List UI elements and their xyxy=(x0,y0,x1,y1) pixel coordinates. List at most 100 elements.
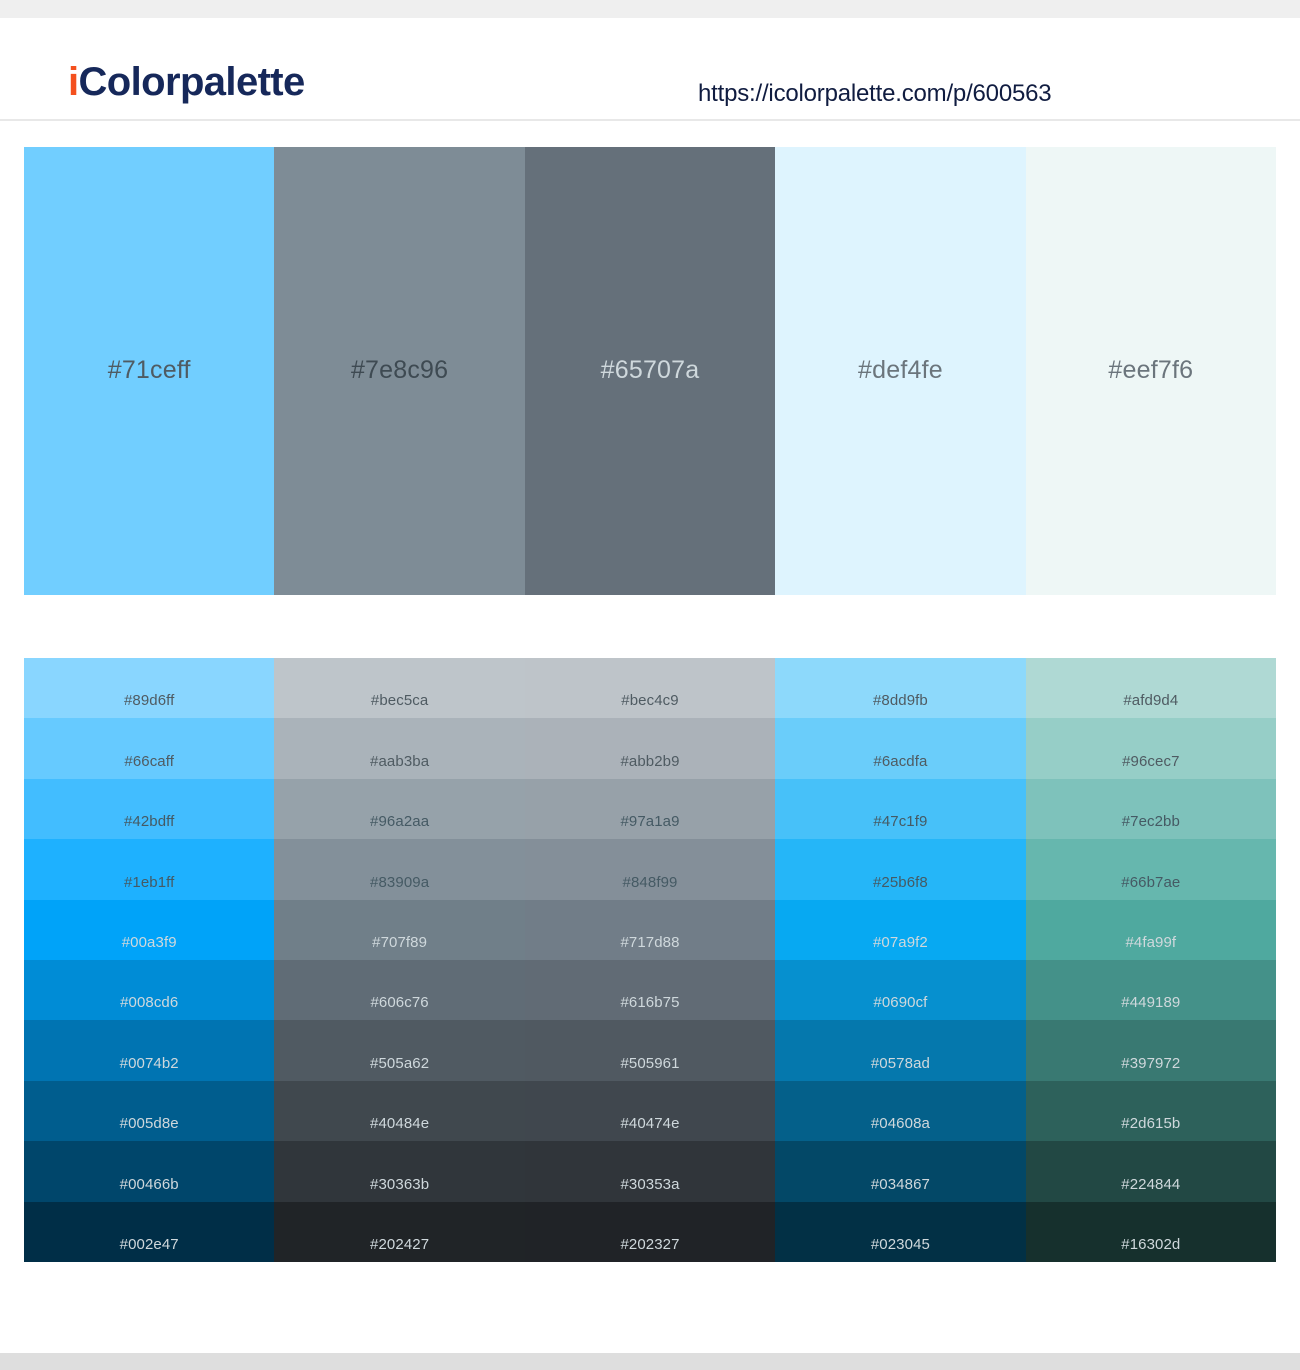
shade-cell[interactable]: #96cec7 xyxy=(1025,718,1277,779)
page-url: https://icolorpalette.com/p/600563 xyxy=(698,80,1052,107)
shade-cell[interactable]: #397972 xyxy=(1025,1020,1277,1081)
shade-cell[interactable]: #002e47 xyxy=(24,1201,275,1263)
shade-cell-label: #96a2aa xyxy=(370,813,430,831)
footer-bar xyxy=(0,1353,1300,1370)
shade-cell[interactable]: #4fa99f xyxy=(1025,899,1277,961)
color-swatch[interactable]: #def4fe xyxy=(775,147,1026,595)
shade-cell-label: #aab3ba xyxy=(370,752,430,770)
color-swatch[interactable]: #eef7f6 xyxy=(1025,147,1277,595)
color-swatch[interactable]: #7e8c96 xyxy=(274,147,525,595)
shade-cell[interactable]: #42bdff xyxy=(24,778,275,840)
shade-row: #1eb1ff #83909a #848f99 #25b6f8 #66b7ae xyxy=(24,839,1277,900)
shade-cell-label: #97a1a9 xyxy=(620,813,680,831)
shade-cell-label: #47c1f9 xyxy=(873,813,928,831)
shade-cell[interactable]: #202427 xyxy=(274,1201,525,1263)
shade-cell-label: #40484e xyxy=(370,1115,430,1133)
shade-cell-label: #1eb1ff xyxy=(123,873,175,891)
shade-cell[interactable]: #2d615b xyxy=(1025,1080,1277,1142)
shade-row: #66caff #aab3ba #abb2b9 #6acdfa #96cec7 xyxy=(24,718,1277,779)
shade-cell[interactable]: #96a2aa xyxy=(274,778,525,840)
site-header: iColorpalette https://icolorpalette.com/… xyxy=(0,18,1300,121)
shade-cell-label: #202327 xyxy=(620,1236,680,1254)
shade-cell-label: #66caff xyxy=(124,752,175,770)
shade-cell[interactable]: #616b75 xyxy=(524,960,776,1021)
shade-cell[interactable]: #aab3ba xyxy=(274,718,525,779)
shade-cell-label: #606c76 xyxy=(370,994,429,1012)
shade-cell[interactable]: #83909a xyxy=(274,839,525,900)
shade-cell[interactable]: #bec5ca xyxy=(274,658,525,719)
shade-cell[interactable]: #16302d xyxy=(1025,1201,1277,1263)
shade-cell[interactable]: #30363b xyxy=(274,1141,525,1202)
shade-cell[interactable]: #07a9f2 xyxy=(775,899,1026,961)
color-swatch-label: #eef7f6 xyxy=(1108,355,1194,384)
shade-cell-label: #202427 xyxy=(370,1236,430,1254)
shade-row: #008cd6 #606c76 #616b75 #0690cf #449189 xyxy=(24,960,1277,1021)
shade-row: #00466b #30363b #30353a #034867 #224844 xyxy=(24,1141,1277,1202)
shade-cell[interactable]: #224844 xyxy=(1025,1141,1277,1202)
shade-cell[interactable]: #89d6ff xyxy=(24,658,275,719)
shade-cell-label: #005d8e xyxy=(119,1115,179,1133)
color-swatch[interactable]: #65707a xyxy=(524,147,776,595)
shade-cell[interactable]: #47c1f9 xyxy=(775,778,1026,840)
shade-cell[interactable]: #00466b xyxy=(24,1141,275,1202)
shade-cell-label: #6acdfa xyxy=(873,752,928,770)
shade-cell-label: #bec4c9 xyxy=(621,692,679,710)
shade-cell[interactable]: #505961 xyxy=(524,1020,776,1081)
shade-cell-label: #04608a xyxy=(870,1115,930,1133)
shade-cell[interactable]: #848f99 xyxy=(524,839,776,900)
shade-cell-label: #002e47 xyxy=(119,1236,179,1254)
shade-cell[interactable]: #008cd6 xyxy=(24,960,275,1021)
shade-cell[interactable]: #005d8e xyxy=(24,1080,275,1142)
shade-cell[interactable]: #1eb1ff xyxy=(24,839,275,900)
shade-cell-label: #707f89 xyxy=(372,934,428,952)
shade-cell[interactable]: #8dd9fb xyxy=(775,658,1026,719)
shade-cell-label: #89d6ff xyxy=(123,692,175,710)
shade-row: #42bdff #96a2aa #97a1a9 #47c1f9 #7ec2bb xyxy=(24,778,1277,840)
main-palette-swatches: #71ceff #7e8c96 #65707a #def4fe #eef7f6 xyxy=(24,147,1277,595)
shade-cell[interactable]: #0690cf xyxy=(775,960,1026,1021)
shade-cell[interactable]: #0578ad xyxy=(775,1020,1026,1081)
shade-cell[interactable]: #7ec2bb xyxy=(1025,778,1277,840)
shade-cell-label: #afd9d4 xyxy=(1123,692,1179,710)
shade-cell-label: #717d88 xyxy=(620,934,680,952)
shade-cell[interactable]: #30353a xyxy=(524,1141,776,1202)
shade-cell[interactable]: #449189 xyxy=(1025,960,1277,1021)
shade-cell[interactable]: #40484e xyxy=(274,1080,525,1142)
logo-letter-i: i xyxy=(68,60,79,104)
shade-cell[interactable]: #707f89 xyxy=(274,899,525,961)
shades-grid: #89d6ff #bec5ca #bec4c9 #8dd9fb #afd9d4 #66ca… xyxy=(24,658,1277,1263)
shade-cell-label: #505961 xyxy=(620,1054,680,1072)
shade-cell[interactable]: #202327 xyxy=(524,1201,776,1263)
shade-cell-label: #848f99 xyxy=(622,873,678,891)
shade-cell[interactable]: #bec4c9 xyxy=(524,658,776,719)
shade-cell-label: #66b7ae xyxy=(1121,873,1181,891)
shade-cell[interactable]: #717d88 xyxy=(524,899,776,961)
shade-cell[interactable]: #66b7ae xyxy=(1025,839,1277,900)
shade-cell[interactable]: #023045 xyxy=(775,1201,1026,1263)
shade-cell[interactable]: #04608a xyxy=(775,1080,1026,1142)
shade-cell-label: #40474e xyxy=(620,1115,680,1133)
shade-cell[interactable]: #40474e xyxy=(524,1080,776,1142)
shade-cell[interactable]: #66caff xyxy=(24,718,275,779)
shade-cell[interactable]: #25b6f8 xyxy=(775,839,1026,900)
shade-row: #00a3f9 #707f89 #717d88 #07a9f2 #4fa99f xyxy=(24,899,1277,961)
shade-cell-label: #2d615b xyxy=(1121,1115,1181,1133)
shade-cell[interactable]: #abb2b9 xyxy=(524,718,776,779)
shade-cell[interactable]: #034867 xyxy=(775,1141,1026,1202)
shade-cell-label: #83909a xyxy=(370,873,430,891)
shade-cell[interactable]: #606c76 xyxy=(274,960,525,1021)
shade-cell[interactable]: #afd9d4 xyxy=(1025,658,1277,719)
shade-cell-label: #07a9f2 xyxy=(872,934,928,952)
shade-cell[interactable]: #0074b2 xyxy=(24,1020,275,1081)
logo-wordmark: Colorpalette xyxy=(78,60,306,104)
shade-cell[interactable]: #505a62 xyxy=(274,1020,525,1081)
site-logo[interactable]: iColorpalette xyxy=(68,62,305,102)
shade-cell[interactable]: #97a1a9 xyxy=(524,778,776,840)
shade-row: #89d6ff #bec5ca #bec4c9 #8dd9fb #afd9d4 xyxy=(24,658,1277,719)
shade-cell[interactable]: #00a3f9 xyxy=(24,899,275,961)
shade-cell-label: #7ec2bb xyxy=(1121,813,1180,831)
shade-cell-label: #224844 xyxy=(1121,1175,1181,1193)
shade-cell-label: #30353a xyxy=(620,1175,680,1193)
shade-cell[interactable]: #6acdfa xyxy=(775,718,1026,779)
color-swatch[interactable]: #71ceff xyxy=(24,147,275,595)
